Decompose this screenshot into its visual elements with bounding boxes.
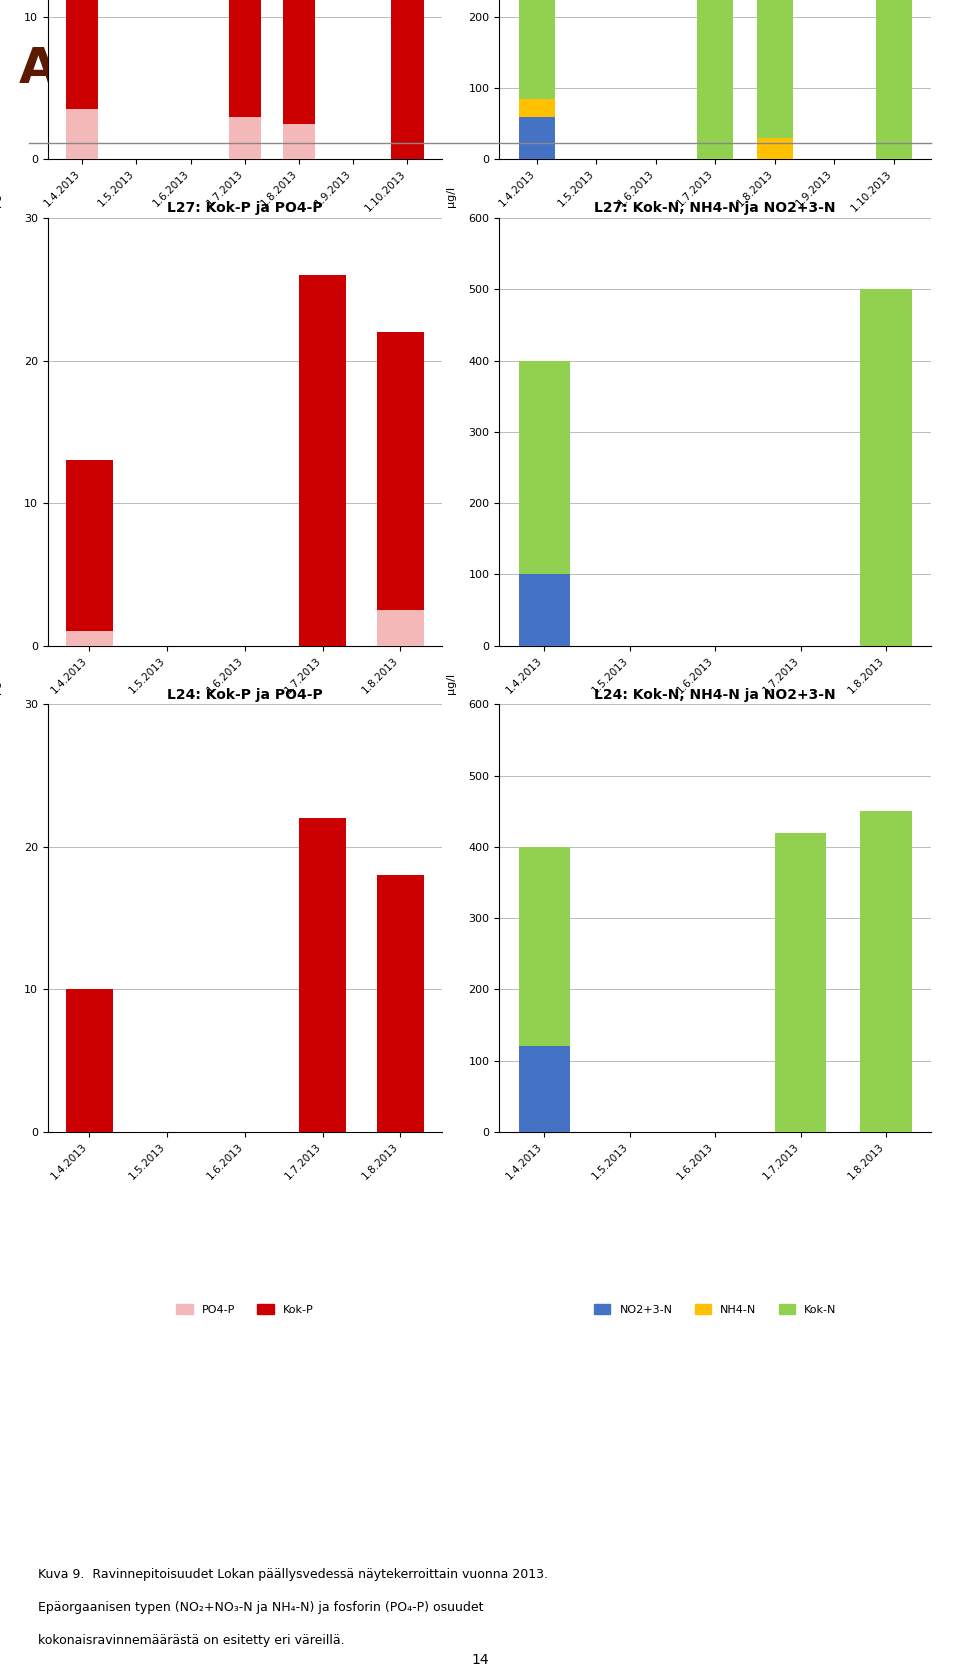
Bar	[518, 117, 555, 159]
Bar	[66, 459, 112, 646]
Text: 14: 14	[471, 1652, 489, 1667]
Bar	[377, 875, 423, 1132]
Title: L24: Kok-P ja PO4-P: L24: Kok-P ja PO4-P	[167, 688, 323, 701]
Legend: PO4-P, Kok-P: PO4-P, Kok-P	[172, 1300, 318, 1320]
Bar	[518, 1046, 570, 1132]
Bar	[66, 989, 112, 1132]
Title: L24: Kok-N, NH4-N ja NO2+3-N: L24: Kok-N, NH4-N ja NO2+3-N	[594, 688, 836, 701]
Legend: PO4-P, Kok-P: PO4-P, Kok-P	[172, 327, 318, 347]
Text: kokonaisravinnemäärästä on esitetty eri väreillä.: kokonaisravinnemäärästä on esitetty eri …	[38, 1635, 345, 1647]
Text: 🐾: 🐾	[168, 37, 186, 65]
Text: AHMA: AHMA	[19, 45, 188, 92]
Bar	[66, 0, 99, 159]
Bar	[300, 275, 346, 646]
Text: Kemijoki Oy: Kemijoki Oy	[833, 37, 931, 55]
Bar	[66, 632, 112, 646]
Legend: NO2+3-N, NH4-N, Kok-N: NO2+3-N, NH4-N, Kok-N	[589, 327, 841, 347]
Title: L27: Kok-N, NH4-N ja NO2+3-N: L27: Kok-N, NH4-N ja NO2+3-N	[594, 201, 836, 215]
Bar	[860, 290, 912, 646]
Bar	[860, 812, 912, 1132]
Bar	[518, 847, 570, 1132]
Bar	[775, 833, 827, 1132]
Legend: NO2+3-N, NH4-N, Kok-N: NO2+3-N, NH4-N, Kok-N	[589, 1300, 841, 1320]
Legend: NO2+3-N, NH4-N, Kok-N: NO2+3-N, NH4-N, Kok-N	[589, 813, 841, 833]
Bar	[377, 610, 423, 646]
Bar	[518, 99, 555, 117]
Bar	[876, 0, 912, 159]
Bar	[518, 0, 555, 159]
Legend: PO4-P, Kok-P: PO4-P, Kok-P	[172, 813, 318, 833]
Bar	[518, 361, 570, 646]
Title: L27: Kok-P ja PO4-P: L27: Kok-P ja PO4-P	[167, 201, 323, 215]
Y-axis label: μg/l: μg/l	[446, 186, 456, 208]
Bar	[283, 124, 315, 159]
Bar	[756, 138, 793, 159]
Bar	[228, 117, 261, 159]
Bar	[300, 818, 346, 1132]
Bar	[518, 574, 570, 646]
Y-axis label: μg/l: μg/l	[446, 672, 456, 694]
Bar	[66, 109, 99, 159]
Text: Epäorgaanisen typen (NO₂+NO₃-N ja NH₄-N) ja fosforin (PO₄-P) osuudet: Epäorgaanisen typen (NO₂+NO₃-N ja NH₄-N)…	[38, 1602, 484, 1615]
Bar	[391, 0, 423, 159]
Text: Vesistötarkkailu vuonna 2013: Vesistötarkkailu vuonna 2013	[684, 94, 931, 112]
Bar	[697, 0, 733, 159]
Text: Kuva 9.  Ravinnepitoisuudet Lokan päällysvedessä näytekerroittain vuonna 2013.: Kuva 9. Ravinnepitoisuudet Lokan päällys…	[38, 1568, 548, 1581]
Bar	[228, 0, 261, 159]
Bar	[756, 0, 793, 159]
Bar	[377, 332, 423, 646]
Bar	[283, 0, 315, 159]
